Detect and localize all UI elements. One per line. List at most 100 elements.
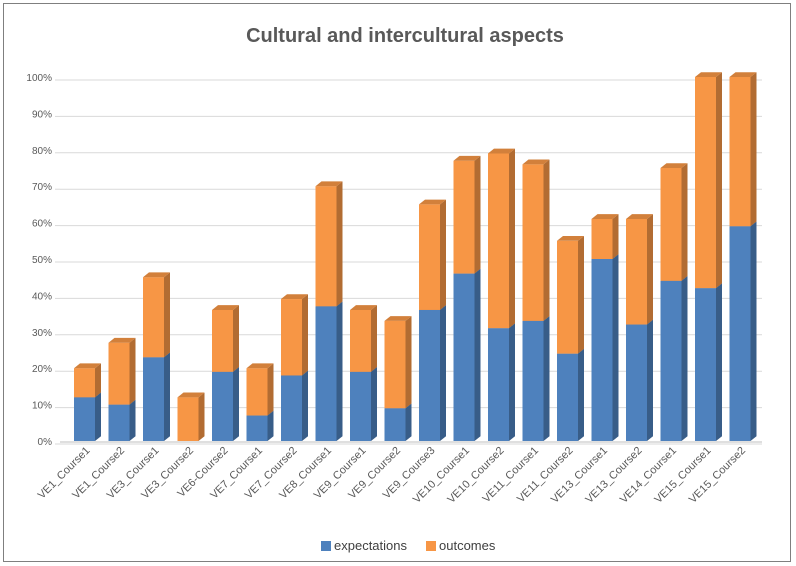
y-tick-label: 40% [32,291,52,302]
legend: expectations outcomes [321,538,496,553]
bar-front [591,259,613,441]
bar-outcomes [557,236,584,354]
bar-front [212,371,233,441]
y-tick-label: 30% [32,328,52,339]
bar-front [488,153,509,329]
bar-side [405,316,412,409]
bar-outcomes [108,337,136,405]
bar-front [729,226,751,441]
bar-front [384,408,406,441]
bar-side [612,254,619,441]
bar-side [233,367,239,441]
bar-side [509,323,515,441]
bar-expectations [74,392,101,441]
bar-expectations [695,283,722,441]
bar-front [315,306,337,441]
bar-side [198,392,205,441]
bar-expectations [419,305,446,441]
chart-frame [3,3,791,562]
bar-outcomes [315,181,343,307]
bar-outcomes [281,294,308,376]
bar-outcomes [74,363,101,398]
bar-side [302,294,308,376]
bar-front [384,320,406,409]
y-tick-label: 0% [38,437,53,448]
y-tick-label: 50% [32,255,52,266]
bar-side [474,268,481,441]
bar-expectations [488,323,515,441]
bar-side [647,214,653,325]
bar-front [660,168,682,281]
bar-outcomes [695,72,722,289]
bar-top [660,163,688,168]
bar-side [543,316,550,441]
bar-side [578,236,584,354]
bar-expectations [281,370,308,441]
bar-side [681,276,688,441]
bar-side [750,72,757,227]
bar-front [281,299,302,376]
bar-side [371,367,377,441]
bar-side [405,403,412,441]
bar-front [522,164,544,321]
bar-side [129,399,136,441]
y-tick-label: 10% [32,401,52,412]
bar-top [177,392,205,398]
legend-label-expectations: expectations [334,538,407,553]
bar-side [95,363,101,398]
bar-top [384,316,412,321]
bar-expectations [143,352,170,441]
bar-outcomes [453,155,481,274]
bars [74,72,757,441]
bar-top [453,155,481,161]
bar-outcomes [729,72,757,227]
bar-front [246,368,268,416]
bar-outcomes [626,214,653,325]
y-tick-label: 80% [32,146,52,157]
bar-top [350,305,377,310]
x-axis-ticks: VE1_Course1VE1_Course2VE3_Course1VE3_Cou… [36,445,748,506]
bar-side [302,370,308,441]
bar-side [509,148,515,329]
bar-front [281,375,302,441]
y-tick-label: 90% [32,109,52,120]
bar-outcomes [143,272,170,358]
legend-swatch-outcomes [426,541,436,551]
y-tick-label: 100% [26,73,52,84]
bar-front [522,320,544,441]
bar-side [543,159,550,321]
bar-expectations [108,399,136,441]
bar-front [315,186,337,307]
bar-side [750,221,757,441]
bar-front [729,77,751,227]
bar-side [371,305,377,372]
bar-outcomes [660,163,688,281]
bar-top [557,236,584,241]
bar-expectations [626,319,653,441]
y-tick-label: 70% [32,182,52,193]
bar-top [281,294,308,300]
bar-front [591,218,613,259]
bar-front [488,328,509,441]
bar-front [419,309,440,441]
bar-front [350,371,371,441]
bar-front [557,240,578,354]
bar-outcomes [212,305,239,372]
bar-front [453,273,475,441]
bar-side [336,181,343,307]
bar-side [129,337,136,405]
bar-outcomes [488,148,515,329]
bar-front [74,397,95,441]
bar-front [419,204,440,310]
bar-top [729,72,757,77]
bar-expectations [729,221,757,441]
bar-outcomes [419,199,446,310]
bar-front [74,368,95,398]
bar-top [419,199,446,205]
bar-front [108,342,130,405]
bar-top [695,72,722,77]
chart-title: Cultural and intercultural aspects [246,25,564,47]
bar-outcomes [350,305,377,372]
legend-label-outcomes: outcomes [439,538,496,553]
bar-front [626,324,647,441]
